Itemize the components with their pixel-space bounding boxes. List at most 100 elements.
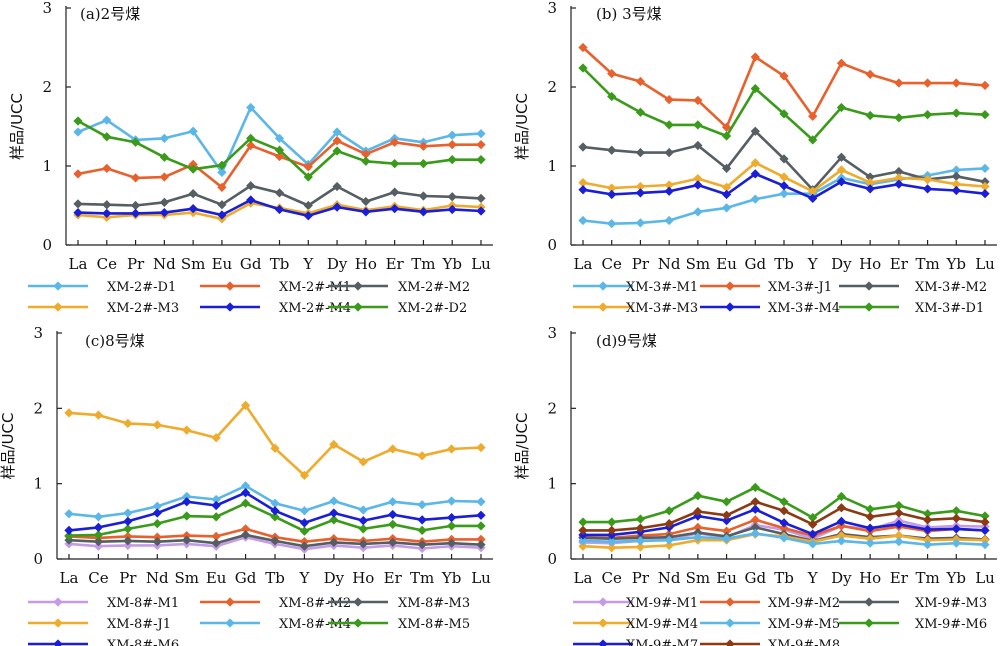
data-point: [836, 516, 847, 526]
data-point: [607, 517, 617, 527]
data-point: [980, 80, 990, 91]
data-point: [693, 506, 703, 517]
data-point: [922, 524, 933, 535]
legend-swatch-marker: [725, 639, 735, 646]
data-point: [388, 537, 398, 548]
x-tick-label-tb: Tb: [270, 255, 290, 273]
series-xm-2-d1: [73, 102, 486, 177]
data-point: [102, 115, 112, 125]
series-line: [68, 403, 482, 477]
legend-swatch-marker: [598, 281, 608, 291]
data-point: [299, 470, 310, 481]
data-point: [607, 219, 617, 229]
y-tick-label: 0: [547, 236, 557, 254]
panel-title: (a)2号煤: [80, 5, 140, 23]
x-tick-label-y: Y: [298, 569, 310, 587]
data-point: [635, 107, 646, 117]
data-point: [211, 512, 221, 522]
data-point: [182, 497, 192, 507]
data-point: [750, 194, 760, 204]
data-point: [303, 172, 313, 182]
data-point: [836, 177, 847, 187]
data-point: [217, 182, 227, 192]
data-point: [418, 207, 429, 217]
legend-item: XM-8#-J1: [28, 617, 171, 632]
legend-item: XM-3#-D1: [839, 301, 984, 316]
y-tick-label: 1: [33, 475, 43, 493]
data-point: [332, 181, 342, 192]
data-point: [894, 537, 904, 547]
x-tick-label-gd: Gd: [240, 255, 262, 273]
data-point: [578, 185, 588, 195]
data-point: [73, 127, 83, 137]
x-tick-label-gd: Gd: [235, 569, 257, 587]
x-tick-label-la: La: [60, 569, 79, 587]
data-point: [182, 511, 192, 521]
series-xm-8-m3: [64, 530, 486, 551]
data-point: [664, 518, 674, 529]
data-point: [390, 137, 400, 147]
x-tick-label-ce: Ce: [602, 255, 622, 273]
data-point: [836, 491, 847, 502]
data-point: [750, 126, 760, 136]
data-point: [270, 536, 280, 546]
data-point: [299, 506, 310, 516]
data-point: [808, 111, 818, 121]
legend-item: XM-3#-J1: [700, 280, 832, 295]
data-point: [102, 132, 112, 142]
x-tick-label-er: Er: [386, 255, 405, 273]
data-point: [93, 537, 104, 547]
data-point: [418, 159, 429, 169]
data-point: [417, 451, 427, 461]
data-point: [894, 78, 904, 88]
data-point: [721, 510, 732, 520]
legend-swatch-marker: [864, 597, 874, 607]
data-point: [578, 63, 588, 73]
data-point: [779, 518, 789, 528]
legend-item: XM-8#-M4: [200, 617, 351, 632]
data-point: [476, 540, 486, 550]
data-point: [246, 140, 256, 151]
data-point: [922, 515, 933, 525]
data-point: [152, 420, 162, 430]
series-xm-3-m4: [578, 169, 990, 204]
series-xm-9-m8: [578, 497, 990, 535]
data-point: [240, 400, 251, 410]
data-point: [721, 515, 732, 526]
data-point: [635, 218, 646, 228]
legend-label: XM-8#-M2: [279, 596, 351, 611]
data-point: [865, 538, 875, 548]
data-point: [329, 496, 339, 506]
legend-item: XM-9#-M2: [700, 596, 840, 611]
data-point: [358, 457, 368, 467]
data-point: [447, 155, 457, 165]
data-point: [635, 147, 646, 158]
data-point: [836, 503, 847, 513]
data-point: [270, 506, 280, 516]
data-point: [332, 136, 342, 146]
data-point: [980, 525, 990, 535]
data-point: [358, 539, 368, 549]
legend-swatch-marker: [225, 281, 235, 291]
series-xm-8-j1: [64, 400, 486, 481]
data-point: [476, 193, 486, 204]
legend: XM-2#-D1 XM-2#-M1 XM-2#-M2 XM-2#-M3 XM-2#-M4…: [28, 280, 470, 316]
data-point: [779, 506, 789, 516]
data-point: [447, 140, 457, 150]
legend-item: XM-9#-M8: [700, 638, 840, 646]
data-point: [894, 519, 904, 529]
data-point: [217, 210, 227, 220]
data-point: [476, 206, 486, 216]
x-tick-label-pr: Pr: [632, 255, 650, 273]
legend-item: XM-3#-M3: [573, 301, 698, 316]
legend-item: XM-8#-M2: [200, 596, 351, 611]
data-point: [951, 538, 961, 548]
legend-item: XM-2#-M3: [28, 301, 179, 316]
data-point: [102, 208, 112, 219]
legend-swatch-marker: [225, 597, 235, 607]
legend-swatch-marker: [53, 597, 63, 607]
x-tick-label-ho: Ho: [859, 255, 881, 273]
data-point: [303, 211, 313, 221]
x-tick-label-dy: Dy: [831, 255, 852, 273]
